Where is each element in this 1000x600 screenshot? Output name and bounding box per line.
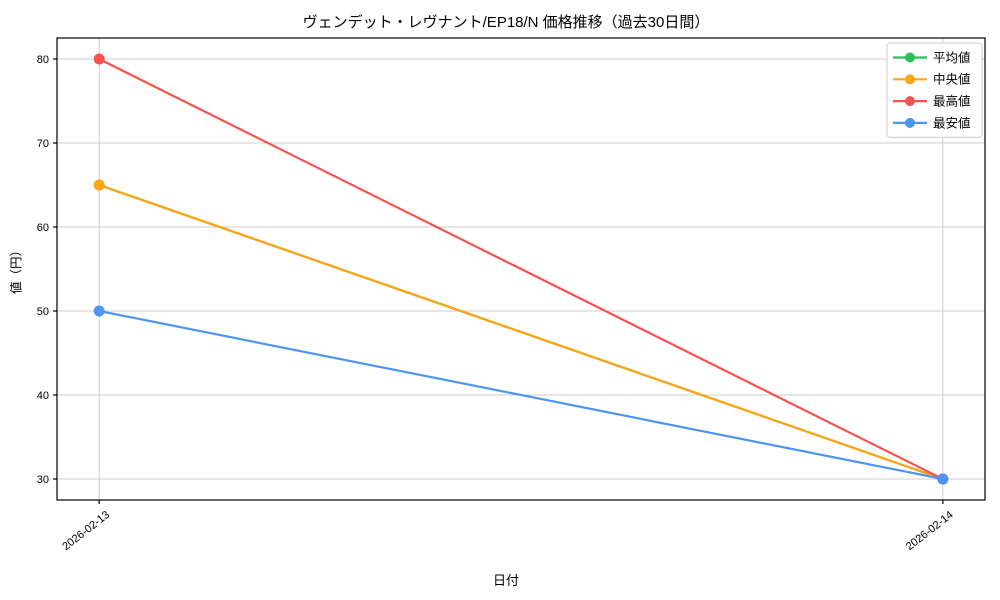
legend-label-average: 平均値	[933, 50, 971, 65]
y-tick-label: 50	[37, 306, 49, 318]
y-tick-label: 60	[37, 222, 49, 234]
series-marker-min	[937, 473, 949, 485]
legend-marker-median	[905, 74, 915, 85]
series-line-max	[98, 57, 944, 481]
y-tick-label: 40	[37, 390, 49, 402]
series-marker-max	[93, 53, 105, 65]
legend-label-median: 中央値	[933, 72, 971, 87]
legend-label-min: 最安値	[933, 115, 971, 130]
series-line-median	[98, 183, 944, 481]
y-tick-label: 70	[37, 138, 49, 150]
plot-frame	[56, 37, 986, 501]
chart-title: ヴェンデット・レヴナント/EP18/N 価格推移（過去30日間）	[302, 14, 710, 31]
x-axis-label: 日付	[492, 573, 519, 588]
series-line-min	[98, 309, 944, 481]
legend-marker-max	[905, 96, 915, 107]
series-marker-median	[93, 179, 105, 191]
y-tick-label: 80	[37, 54, 49, 66]
y-tick-label: 30	[37, 474, 49, 486]
x-tick-label: 2026-02-14	[904, 509, 956, 553]
legend-marker-average	[905, 52, 915, 63]
legend-marker-min	[905, 117, 915, 128]
y-axis-label: 値（円）	[9, 243, 24, 295]
series-marker-min	[93, 305, 105, 317]
legend-box	[886, 42, 983, 138]
x-tick-label: 2026-02-13	[60, 509, 112, 553]
legend-label-max: 最高値	[933, 93, 971, 108]
